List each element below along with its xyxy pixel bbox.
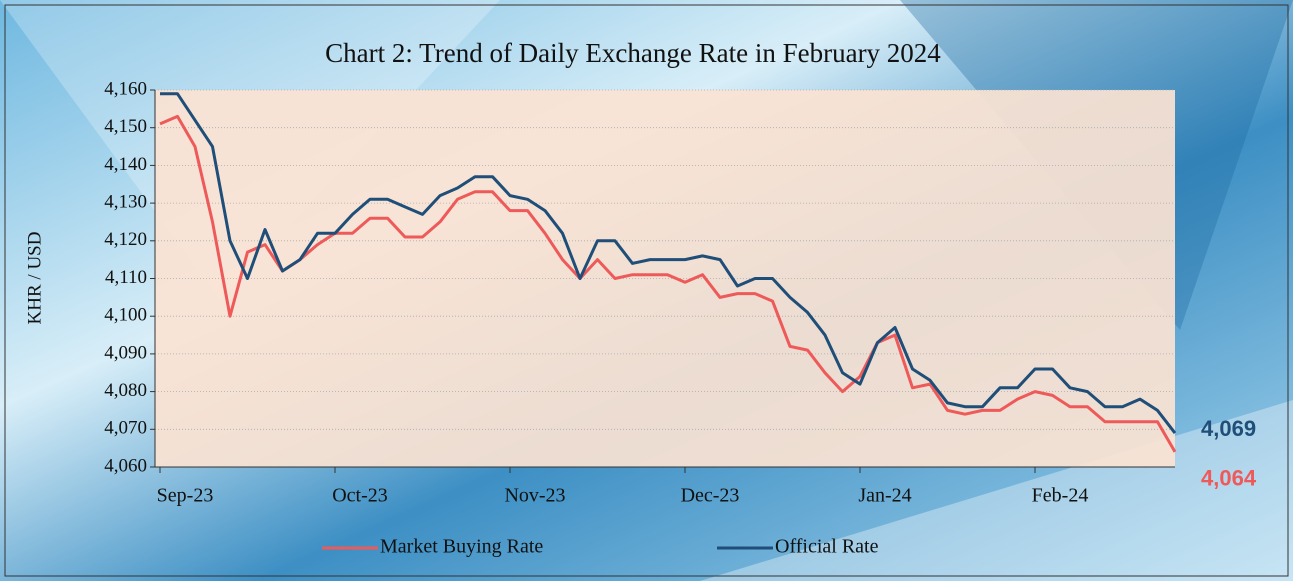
value-label: 4,064 — [1201, 466, 1257, 491]
y-tick-label: 4,060 — [104, 455, 147, 476]
x-tick-label: Nov-23 — [504, 485, 565, 507]
legend-label: Official Rate — [775, 536, 879, 558]
y-tick-label: 4,110 — [105, 267, 147, 288]
y-tick-label: 4,140 — [104, 154, 147, 175]
line-series — [159, 114, 1177, 453]
frame — [4, 4, 1289, 577]
y-tick-label: 4,120 — [104, 229, 147, 250]
chart-title: Chart 2: Trend of Daily Exchange Rate in… — [325, 38, 941, 68]
y-tick-label: 4,090 — [104, 342, 147, 363]
x-tick-label: Dec-23 — [681, 485, 740, 507]
y-tick-label: 4,160 — [104, 78, 147, 99]
y-tick-label: 4,100 — [104, 305, 147, 326]
y-axis-label: KHR / USD — [24, 232, 45, 325]
y-tick-label: 4,150 — [104, 116, 147, 137]
x-tick-label: Feb-24 — [1032, 485, 1089, 507]
y-tick-label: 4,070 — [104, 418, 147, 439]
y-tick-label: 4,080 — [104, 380, 147, 401]
value-label: 4,069 — [1201, 416, 1256, 441]
x-tick-label: Jan-24 — [858, 485, 911, 507]
y-tick-label: 4,130 — [104, 191, 147, 212]
legend-label: Market Buying Rate — [380, 536, 543, 558]
x-tick-label: Oct-23 — [332, 485, 388, 507]
line-series — [160, 92, 1177, 435]
x-tick-label: Sep-23 — [157, 485, 214, 507]
